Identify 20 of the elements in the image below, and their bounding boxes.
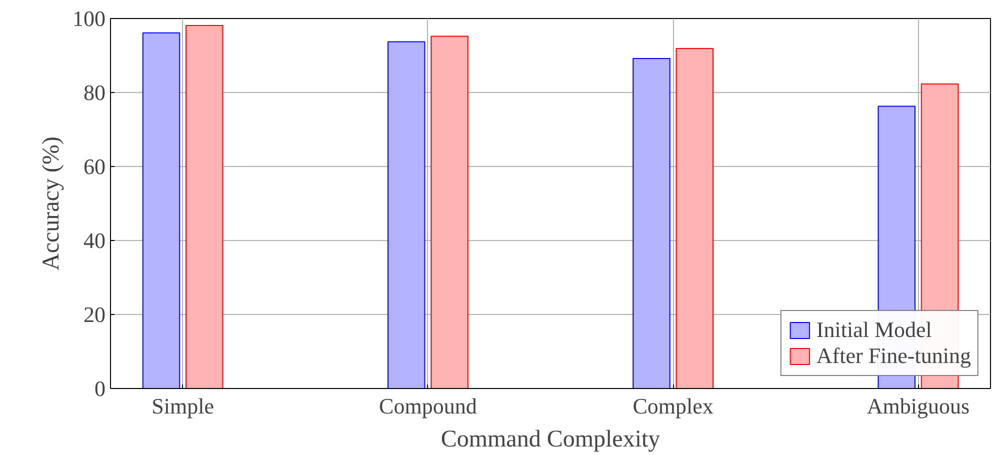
bar [142,32,180,388]
x-tick-label: Ambiguous [866,394,970,418]
y-tick-label: 80 [84,80,106,105]
x-tick-label: Simple [152,394,214,418]
bar [632,58,670,388]
x-axis-title: Command Complexity [440,426,660,452]
bar [387,41,426,388]
bar [186,25,224,388]
legend-label: After Fine-tuning [816,343,971,369]
y-tick-label: 40 [84,228,106,253]
x-tick-label: Compound [379,394,477,418]
y-axis-title: Accuracy (%) [38,136,64,270]
legend-label: Initial Model [816,317,932,343]
bar [430,36,468,388]
bar [676,48,714,388]
y-tick-label: 100 [72,6,106,31]
y-tick-label: 60 [84,154,106,179]
x-tick-label: Complex [632,394,714,418]
y-tick-label: 20 [84,302,106,327]
y-tick-label: 0 [94,376,106,401]
